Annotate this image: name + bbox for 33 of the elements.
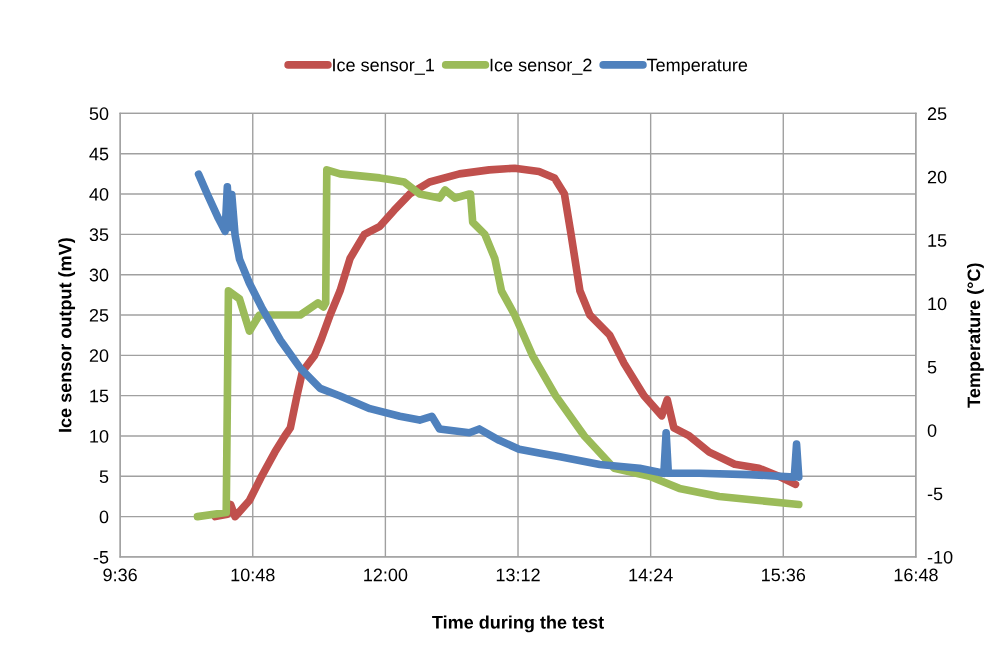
y2-tick-label: 5	[927, 360, 937, 374]
y-tick-label: 30	[89, 268, 109, 282]
y-tick-label: 40	[89, 187, 109, 201]
y-tick-label: 25	[89, 308, 109, 322]
y-tick-label: 10	[90, 429, 109, 443]
y-tick-label: 35	[89, 228, 109, 242]
x-tick-label: 13:12	[496, 568, 540, 582]
y-tick-label: 50	[89, 107, 109, 121]
y-tick-label: 5	[99, 470, 109, 484]
y-axis-title: Ice sensor output (mV)	[58, 238, 76, 432]
x-tick-label: 12:00	[364, 568, 408, 582]
y-tick-label: 45	[89, 147, 109, 161]
legend-label: Ice sensor_2	[490, 58, 592, 75]
y-tick-label: 0	[99, 510, 109, 524]
y-tick-label: 15	[90, 389, 109, 403]
x-tick-label: 9:36	[103, 568, 137, 582]
legend-label: Temperature	[646, 58, 748, 75]
y-tick-label: -5	[93, 551, 109, 564]
y2-tick-label: 10	[928, 297, 947, 311]
y2-tick-label: -5	[927, 487, 943, 501]
x-tick-label: 15:36	[762, 568, 806, 582]
y-tick-label: 20	[89, 349, 109, 363]
legend-label: Ice sensor_1	[333, 58, 434, 75]
x-tick-label: 16:48	[894, 568, 938, 582]
y2-tick-label: -10	[927, 550, 953, 564]
x-axis-title: Time during the test	[432, 615, 604, 633]
y2-tick-label: 15	[928, 234, 947, 247]
y2-tick-label: 20	[927, 170, 947, 184]
y2-tick-label: 0	[927, 424, 937, 437]
x-tick-label: 10:48	[231, 568, 275, 582]
y2-tick-label: 25	[927, 107, 947, 121]
y2-axis-title: Temperature (°C)	[967, 263, 984, 408]
x-tick-label: 14:24	[629, 568, 673, 582]
